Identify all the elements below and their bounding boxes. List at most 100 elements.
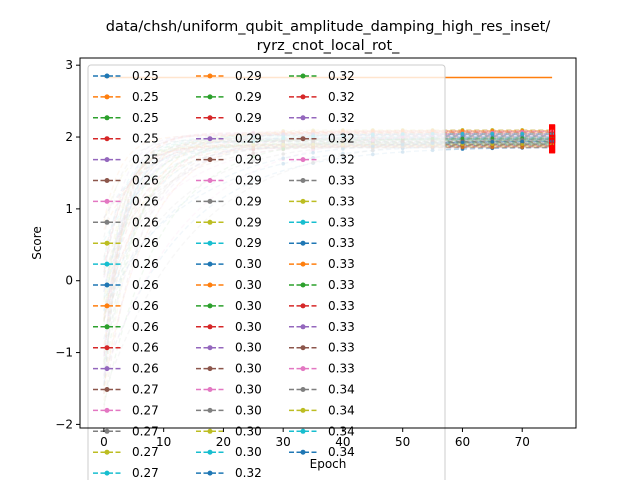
legend-entry-label: 0.26 — [132, 320, 159, 334]
legend-entry-label: 0.25 — [132, 90, 159, 104]
series-point — [460, 140, 465, 145]
series-line — [103, 139, 553, 238]
legend-entry-label: 0.26 — [132, 215, 159, 229]
legend-swatch-marker — [104, 387, 110, 392]
axis-ticks: 0 10 20 30 40 50 60 70 −2 −1 0 1 2 3 — [55, 58, 530, 449]
legend-swatch-marker — [104, 198, 110, 204]
legend-entry-label: 0.27 — [132, 445, 159, 459]
series-line — [103, 138, 553, 326]
series-line — [103, 136, 553, 289]
legend-entry-label: 0.27 — [132, 403, 159, 417]
legend-entry-label: 0.30 — [235, 257, 262, 271]
x-tick-label: 0 — [100, 435, 108, 449]
legend-swatch-marker — [104, 428, 110, 434]
legend-entry-label: 0.25 — [132, 153, 159, 167]
legend-swatch-marker — [300, 324, 306, 330]
series-line — [103, 132, 553, 241]
chart-title-line-2: ryrz_cnot_local_rot_ — [257, 38, 401, 54]
legend-entry-label: 0.30 — [235, 403, 262, 417]
series-line — [103, 131, 553, 346]
legend-swatch-marker — [104, 94, 110, 100]
series-line — [103, 145, 553, 276]
legend-entry-label: 0.33 — [328, 215, 355, 229]
legend-entry-label: 0.29 — [235, 194, 262, 208]
legend-swatch-marker — [207, 261, 213, 267]
legend-entry-label: 0.26 — [132, 174, 159, 188]
legend-swatch-marker — [104, 157, 110, 163]
series-line — [103, 144, 553, 340]
legend-swatch-marker — [300, 407, 306, 413]
legend-swatch-marker — [104, 136, 110, 142]
legend-swatch-marker — [104, 366, 110, 372]
legend-swatch-marker — [300, 345, 306, 351]
legend-entry-label: 0.33 — [328, 236, 355, 250]
legend-swatch-marker — [207, 282, 213, 288]
series-point — [490, 140, 495, 144]
legend-swatch-marker — [207, 115, 213, 121]
legend-entry-label: 0.29 — [235, 69, 262, 83]
legend-entry-label: 0.27 — [132, 383, 159, 397]
x-tick-label: 50 — [395, 435, 410, 449]
x-tick-label: 40 — [335, 435, 350, 449]
legend-swatch-marker — [207, 240, 213, 246]
legend-entry-label: 0.29 — [235, 236, 262, 250]
legend-swatch-marker — [300, 303, 306, 309]
legend-swatch-marker — [207, 303, 213, 309]
legend-swatch-marker — [207, 198, 213, 204]
legend-entry-label: 0.33 — [328, 362, 355, 376]
legend-swatch-marker — [207, 470, 213, 476]
legend-swatch-marker — [300, 449, 306, 455]
series-point — [490, 131, 495, 136]
legend-swatch-marker — [207, 94, 213, 100]
legend-swatch-marker — [207, 345, 213, 351]
legend-swatch-marker — [300, 198, 306, 204]
legend-entry-label: 0.26 — [132, 257, 159, 271]
legend-entry-label: 0.26 — [132, 341, 159, 355]
legend-swatch-marker — [300, 428, 306, 434]
legend-swatch-marker — [104, 115, 110, 121]
y-tick-label: 1 — [65, 202, 73, 216]
legend-swatch-marker — [207, 157, 213, 163]
legend-entry-label: 0.26 — [132, 362, 159, 376]
legend-entry-label: 0.30 — [235, 299, 262, 313]
legend-entry-label: 0.30 — [235, 320, 262, 334]
x-tick-label: 10 — [156, 435, 171, 449]
legend-swatch-marker — [300, 219, 306, 225]
legend-swatch-marker — [300, 282, 306, 288]
legend-entry-label: 0.30 — [235, 445, 262, 459]
y-tick-label: −1 — [55, 346, 73, 360]
series-point — [520, 142, 524, 147]
legend-entry-label: 0.29 — [235, 153, 262, 167]
x-tick-label: 30 — [276, 435, 291, 449]
legend-swatch-marker — [300, 387, 306, 392]
legend-entry-label: 0.29 — [235, 111, 262, 125]
series-point — [490, 136, 495, 140]
y-tick-label: 3 — [65, 58, 73, 72]
legend-swatch-marker — [300, 115, 306, 121]
legend-entry-label: 0.26 — [132, 278, 159, 292]
y-tick-label: 0 — [65, 274, 73, 288]
legend-entry-label: 0.32 — [328, 90, 355, 104]
legend-swatch-marker — [300, 94, 306, 100]
legend-swatch-marker — [104, 240, 110, 246]
legend-entry-label: 0.32 — [328, 111, 355, 125]
series-point — [460, 136, 465, 141]
legend-swatch-marker — [104, 345, 110, 351]
series-point — [520, 131, 524, 136]
legend-entry-label: 0.33 — [328, 174, 355, 188]
legend: 0.25 0.25 0.25 0.25 0.25 0.26 0.26 0.26 0.26 0.26… — [87, 64, 446, 480]
legend-swatch-marker — [104, 73, 110, 79]
x-axis-label: Epoch — [310, 457, 347, 471]
legend-frame — [87, 64, 446, 480]
y-tick-label: 2 — [65, 130, 73, 144]
legend-swatch-marker — [207, 73, 213, 79]
series-point — [490, 142, 495, 147]
legend-entry-label: 0.26 — [132, 194, 159, 208]
y-axis-label: Score — [30, 226, 44, 260]
legend-entry-label: 0.27 — [132, 424, 159, 438]
legend-swatch-marker — [104, 178, 110, 183]
legend-swatch-marker — [104, 407, 110, 413]
legend-entry-label: 0.33 — [328, 194, 355, 208]
legend-entry-label: 0.32 — [328, 69, 355, 83]
legend-entry-label: 0.29 — [235, 174, 262, 188]
